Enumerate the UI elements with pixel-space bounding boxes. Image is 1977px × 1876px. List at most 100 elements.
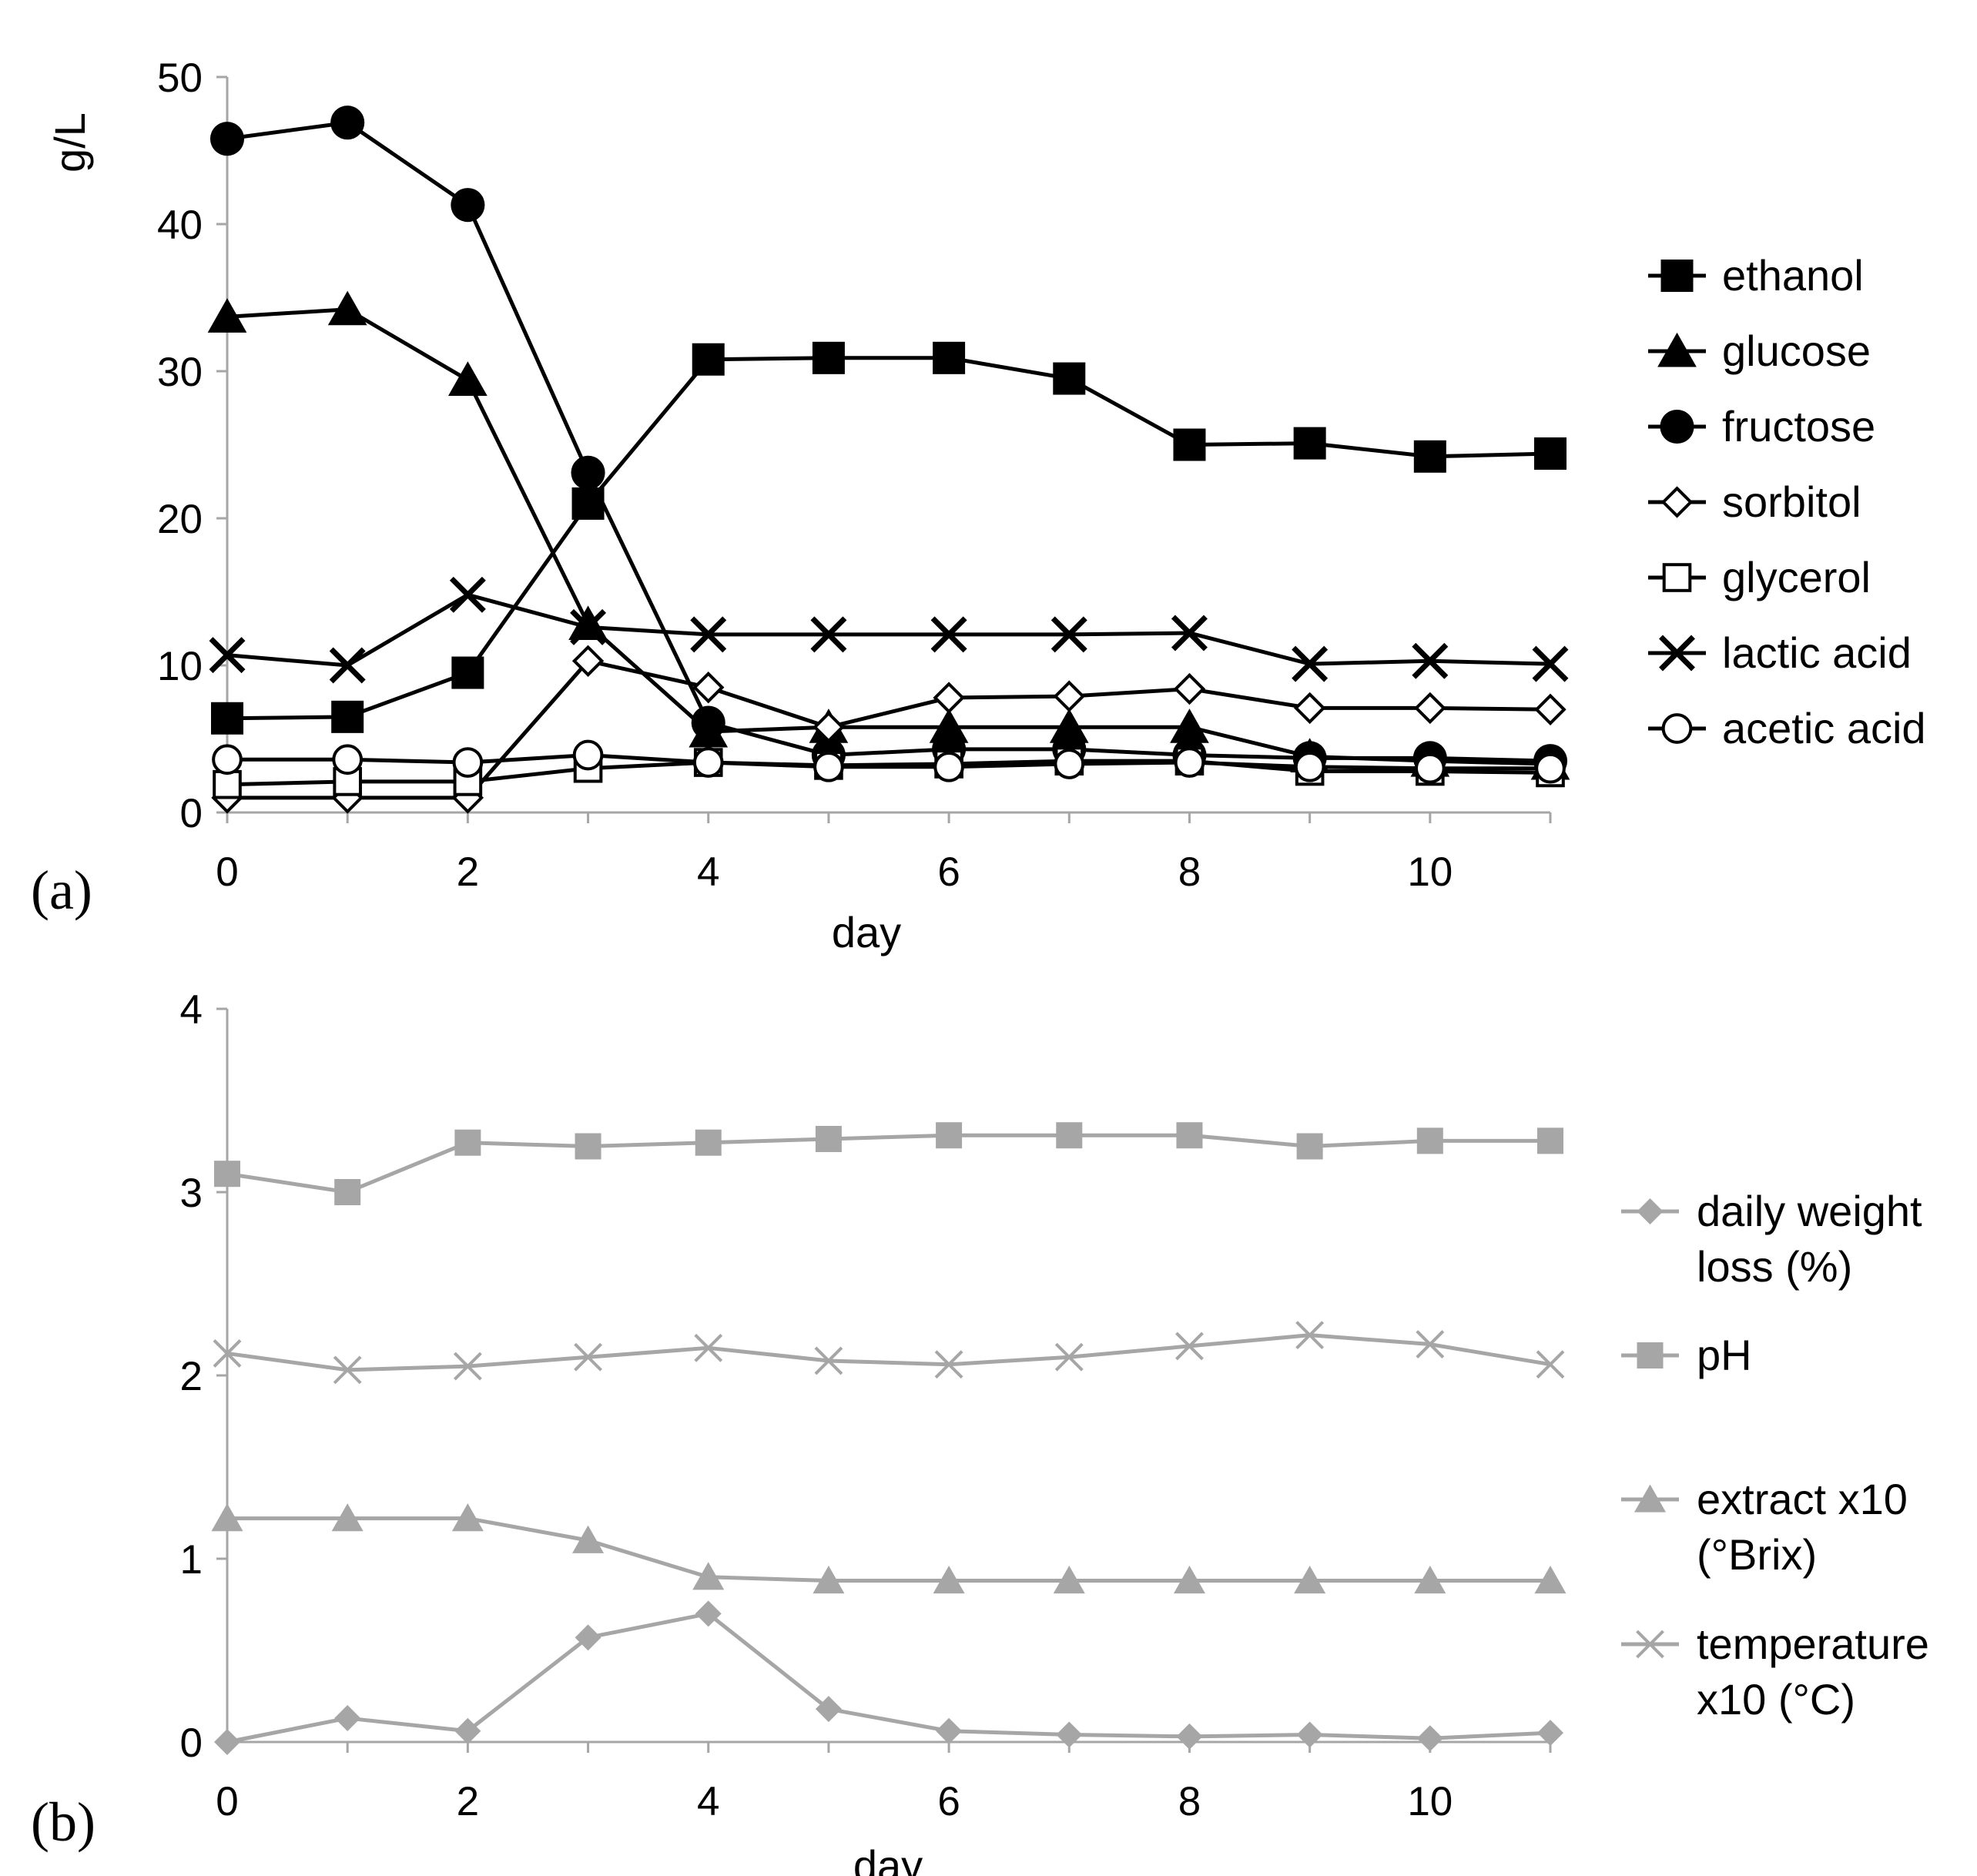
legend-label: lactic acid <box>1722 628 1912 677</box>
extract-x10-brix-point <box>813 1566 845 1594</box>
legend-marker <box>1657 332 1697 367</box>
ethanol-line <box>226 356 1551 721</box>
acetic-acid-series <box>212 739 1566 784</box>
legend-marker <box>1660 486 1694 518</box>
panel-a-y-tick-label: 50 <box>157 55 203 101</box>
temperature-x10-c-point <box>934 1350 963 1379</box>
legend-label: glycerol <box>1722 553 1871 601</box>
lactic-acid-point <box>329 647 366 684</box>
ethanol-point <box>692 343 725 376</box>
sorbitol-point <box>1173 672 1206 705</box>
legend-marker <box>1660 409 1694 444</box>
temperature-x10-c-point <box>814 1346 843 1375</box>
daily-weight-loss-point <box>1056 1721 1083 1748</box>
sorbitol-point <box>1534 693 1567 725</box>
sorbitol-point <box>1053 680 1085 712</box>
fructose-series <box>209 106 1568 779</box>
legend-item-fructose: fructose <box>1648 402 1875 451</box>
daily-weight-loss-point <box>1537 1720 1563 1747</box>
legend-label: fructose <box>1722 402 1875 451</box>
daily-weight-loss-point <box>575 1624 601 1651</box>
lactic-acid-point <box>570 608 607 645</box>
legend-item-glycerol: glycerol <box>1648 553 1871 601</box>
ethanol-point <box>1413 440 1446 473</box>
glucose-point <box>1049 709 1089 743</box>
ph-point <box>1176 1122 1203 1149</box>
extract-x10-brix-point <box>1053 1566 1085 1594</box>
legend-item-lactic-acid: lactic acid <box>1648 628 1912 677</box>
acetic-acid-point <box>332 744 364 776</box>
legend-label: acetic acid <box>1722 704 1926 752</box>
panel-b-x-tick-label: 6 <box>937 1779 960 1824</box>
panel-b-y-tick-label: 0 <box>180 1720 203 1766</box>
acetic-acid-point <box>933 751 964 782</box>
acetic-acid-point <box>1174 747 1205 778</box>
daily-weight-loss-point <box>1176 1723 1203 1750</box>
glucose-line <box>226 307 1551 766</box>
panel-b-chart: 0 1 2 3 4 0 2 4 6 8 10 day (b) daily weight loss (%) pH… <box>31 987 1929 1876</box>
legend-item-extract-x10-brix: extract x10 (°Brix) <box>1621 1475 1908 1579</box>
legend-marker <box>1636 1630 1664 1659</box>
glucose-point <box>327 290 367 326</box>
sorbitol-point <box>933 682 965 714</box>
legend-item-temperature-x10-c: temperature x10 (°C) <box>1621 1620 1929 1724</box>
panel-a-x-tick-label: 10 <box>1407 849 1453 895</box>
glucose-point <box>1170 709 1209 743</box>
panel-a-y-tick-label: 0 <box>180 791 203 836</box>
panel-b-y-tick-label: 4 <box>180 987 203 1033</box>
panel-b-x-axis-title: day <box>853 1841 923 1876</box>
lactic-acid-point <box>930 616 967 653</box>
temperature-x10-c-point <box>213 1339 242 1368</box>
legend-label: temperature <box>1697 1620 1929 1668</box>
lactic-acid-point <box>1050 616 1087 653</box>
acetic-acid-point <box>572 739 604 771</box>
fructose-point <box>691 705 725 740</box>
extract-x10-brix-point <box>692 1562 725 1590</box>
legend-marker <box>1659 635 1695 672</box>
ph-point <box>334 1179 361 1205</box>
ph-line <box>226 1133 1550 1194</box>
ethanol-point <box>1173 428 1206 461</box>
panel-a-x-tick-label: 8 <box>1178 849 1201 895</box>
extract-x10-brix-point <box>451 1503 484 1532</box>
extract-x10-brix-point <box>211 1503 243 1532</box>
acetic-acid-point <box>1535 752 1566 784</box>
panel-b-label: (b) <box>31 1791 95 1853</box>
temperature-x10-c-point <box>1295 1321 1325 1350</box>
fructose-point <box>571 455 605 490</box>
ethanol-point <box>211 702 243 735</box>
daily-weight-loss-point <box>695 1600 722 1627</box>
legend-item-acetic-acid: acetic acid <box>1648 704 1926 752</box>
acetic-acid-point <box>813 751 844 782</box>
ph-series <box>214 1122 1563 1205</box>
panel-b-x-tick-label: 2 <box>457 1779 479 1824</box>
panel-b-y-tick-label: 1 <box>180 1537 203 1583</box>
panel-a-x-tick-label: 2 <box>457 849 479 895</box>
extract-x10-brix-line <box>227 1516 1550 1583</box>
temperature-x10-c-series <box>213 1321 1565 1385</box>
acetic-acid-point <box>1054 749 1085 779</box>
panel-a-y-tick-label: 10 <box>157 644 203 689</box>
ethanol-point <box>933 341 966 374</box>
fructose-point <box>451 188 485 223</box>
ethanol-point <box>451 656 484 689</box>
extract-x10-brix-point <box>933 1566 965 1594</box>
legend-marker <box>1660 260 1694 292</box>
panel-b-y-tick-label: 3 <box>180 1171 203 1216</box>
lactic-acid-point <box>449 576 486 613</box>
legend-marker <box>1634 1484 1667 1513</box>
legend-item-glucose: glucose <box>1648 327 1871 375</box>
panel-a-x-tick-label: 4 <box>697 849 719 895</box>
ethanol-point <box>1534 437 1567 470</box>
ph-point <box>214 1161 240 1188</box>
panel-b-x-tick-label: 8 <box>1178 1779 1201 1824</box>
fructose-point <box>209 122 245 156</box>
extract-x10-brix-series <box>211 1503 1567 1594</box>
extract-x10-brix-point <box>1173 1566 1205 1594</box>
glycerol-point <box>213 769 242 799</box>
ph-point <box>1416 1127 1443 1154</box>
legend-label: x10 (°C) <box>1697 1675 1855 1724</box>
lactic-acid-point <box>1292 645 1329 682</box>
panel-a-x-axis-title: day <box>832 908 901 956</box>
panel-b-x-tick-label: 0 <box>216 1779 238 1824</box>
